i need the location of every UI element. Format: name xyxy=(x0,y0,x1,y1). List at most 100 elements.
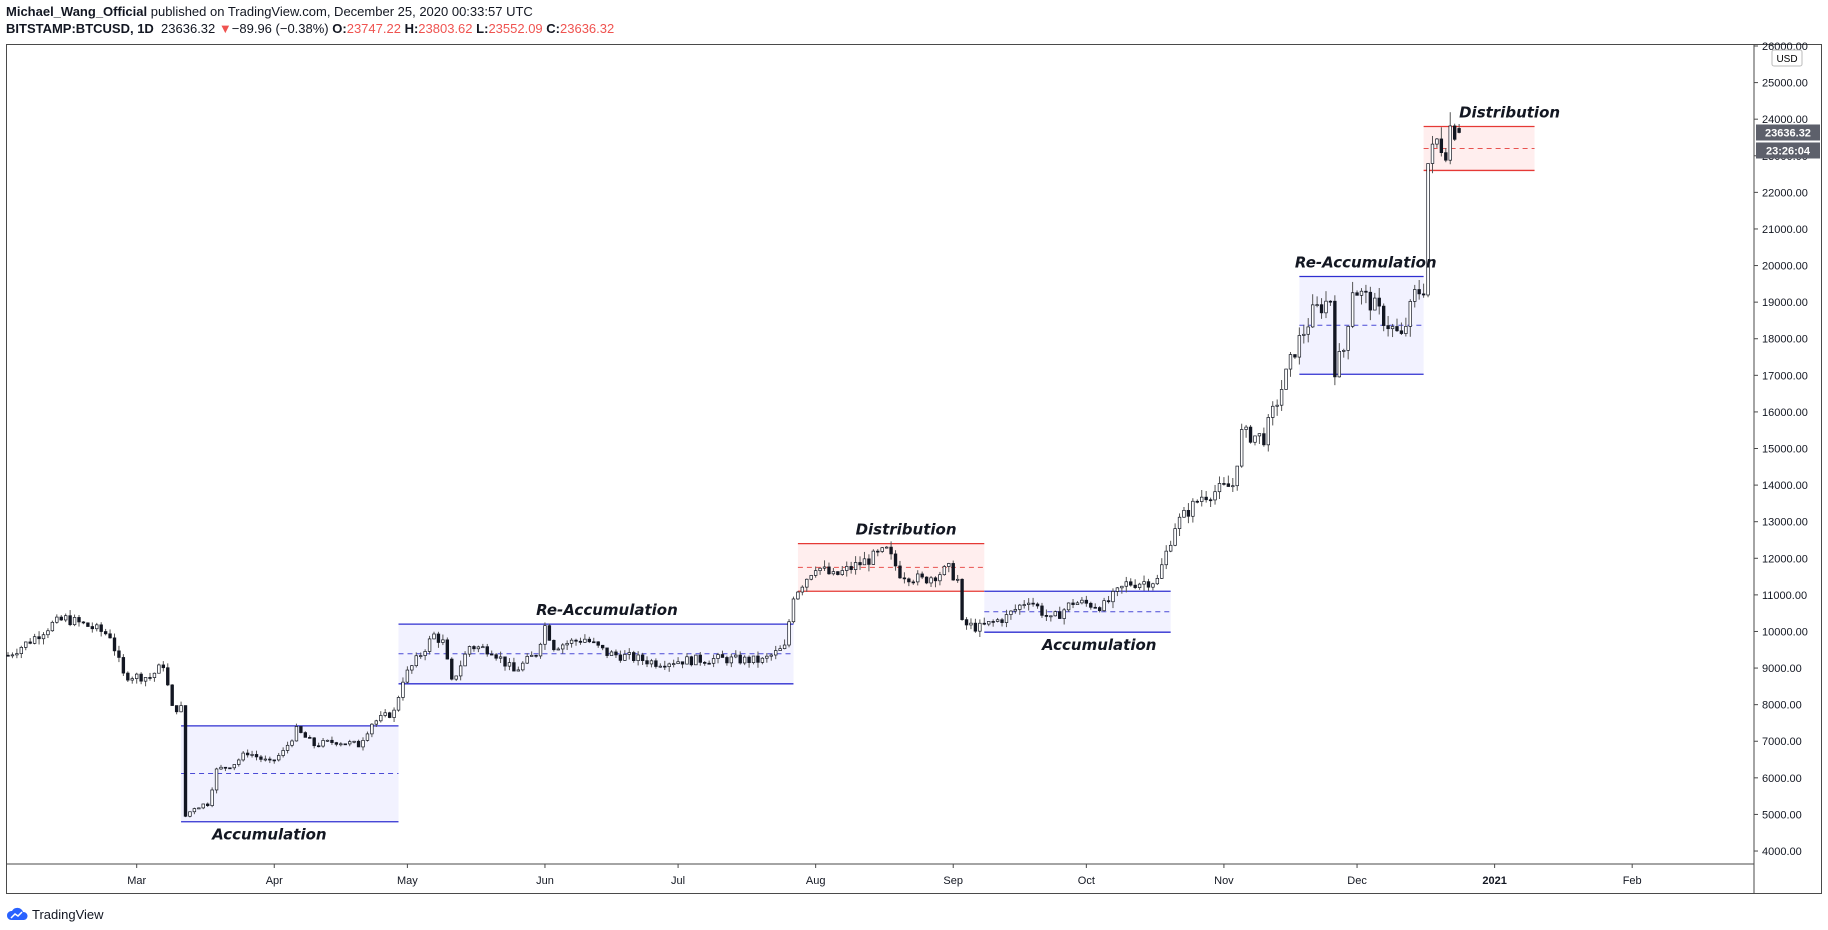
candle-body xyxy=(414,655,418,667)
candle xyxy=(1337,343,1341,378)
candle-body xyxy=(911,581,915,584)
candle-body xyxy=(1173,528,1177,546)
price-axis[interactable]: 4000.00 5000.00 6000.00 7000.00 8000.00 9000.… xyxy=(1754,41,1808,858)
candle-body xyxy=(312,737,316,747)
candle-body xyxy=(1288,354,1293,370)
currency-badge[interactable]: USD xyxy=(1771,49,1803,67)
candle xyxy=(130,676,134,684)
candle xyxy=(112,633,117,656)
candle xyxy=(516,666,521,672)
candle-body xyxy=(143,677,148,682)
candle-body xyxy=(676,661,680,664)
candle-body xyxy=(348,741,352,745)
candle xyxy=(272,759,276,764)
candle-body xyxy=(1235,465,1239,487)
price-tick-label: 19000.00 xyxy=(1762,297,1808,309)
candle-body xyxy=(121,657,126,674)
candle xyxy=(507,658,512,671)
candle-body xyxy=(1302,333,1306,336)
candle xyxy=(148,672,152,681)
price-tick-label: 15000.00 xyxy=(1762,444,1808,456)
candle xyxy=(1093,603,1097,609)
candle xyxy=(458,660,463,681)
candle xyxy=(1151,582,1155,591)
candle-body xyxy=(751,655,756,663)
chart-frame[interactable] xyxy=(6,44,1822,894)
candle xyxy=(1248,425,1253,444)
candle xyxy=(1040,602,1044,618)
candle-body xyxy=(884,546,889,549)
candle xyxy=(862,551,867,566)
candle-body xyxy=(569,639,574,644)
candle xyxy=(592,637,596,644)
open-value: 23747.22 xyxy=(346,21,401,36)
last-price-tag: 23636.32 xyxy=(1765,127,1811,139)
candle-body xyxy=(281,750,285,756)
candle xyxy=(1271,401,1275,426)
candle xyxy=(1355,290,1359,296)
candle xyxy=(694,654,698,666)
candle xyxy=(552,639,556,652)
price-tick-label: 20000.00 xyxy=(1762,261,1808,273)
candle xyxy=(263,755,268,762)
candle xyxy=(237,758,241,767)
candle-body xyxy=(942,566,947,576)
candle xyxy=(383,709,387,718)
candle-body xyxy=(1381,305,1386,326)
candle xyxy=(365,731,370,742)
candle xyxy=(1413,284,1417,308)
candle xyxy=(583,634,587,643)
price-tick-label: 14000.00 xyxy=(1762,480,1808,492)
candle-body xyxy=(294,726,299,742)
candle xyxy=(512,657,516,672)
candle xyxy=(1310,294,1315,328)
candle-body xyxy=(299,726,303,733)
candle xyxy=(1022,600,1026,609)
candle xyxy=(37,631,41,645)
candle-body xyxy=(689,656,694,666)
price-tick-label: 25000.00 xyxy=(1762,78,1808,90)
candle-body xyxy=(889,546,893,555)
candle xyxy=(742,655,747,666)
candle xyxy=(756,651,760,668)
candle-body xyxy=(840,570,844,575)
candle xyxy=(623,650,627,661)
candle-body xyxy=(583,638,587,643)
candle-body xyxy=(1213,491,1217,501)
time-axis[interactable]: Mar Apr May Jun Jul Aug Sep Oct Nov Dec 2021 Feb xyxy=(127,864,1642,887)
candle xyxy=(782,639,787,650)
candle xyxy=(1448,112,1452,165)
candle-body xyxy=(1444,152,1448,161)
candle-body xyxy=(876,550,880,553)
footer-brand[interactable]: TradingView xyxy=(6,904,104,924)
candle-body xyxy=(103,631,108,635)
candle-body xyxy=(1404,326,1408,334)
candle-body xyxy=(15,653,19,656)
candle xyxy=(316,742,321,748)
candle-body xyxy=(667,663,671,667)
time-tick-label: Dec xyxy=(1347,875,1367,887)
candle xyxy=(818,567,822,575)
candle xyxy=(1381,303,1386,332)
candle xyxy=(108,629,112,639)
candle xyxy=(436,631,441,648)
candle xyxy=(911,579,915,585)
candle xyxy=(840,566,844,576)
candle xyxy=(117,645,121,663)
candle-body xyxy=(1275,404,1279,407)
candle-body xyxy=(370,723,374,735)
candle-body xyxy=(1142,581,1146,585)
candle xyxy=(561,643,565,654)
candle xyxy=(99,622,103,637)
candle xyxy=(197,807,201,810)
author-name[interactable]: Michael_Wang_Official xyxy=(6,4,148,19)
candle xyxy=(157,663,161,674)
candle-body xyxy=(1022,604,1026,606)
price-tick-label: 13000.00 xyxy=(1762,517,1808,529)
candle-body xyxy=(308,737,312,739)
candle-body xyxy=(427,638,432,652)
candle-body xyxy=(1191,500,1195,517)
candle-body xyxy=(19,647,23,654)
time-tick-label: Aug xyxy=(806,875,826,887)
